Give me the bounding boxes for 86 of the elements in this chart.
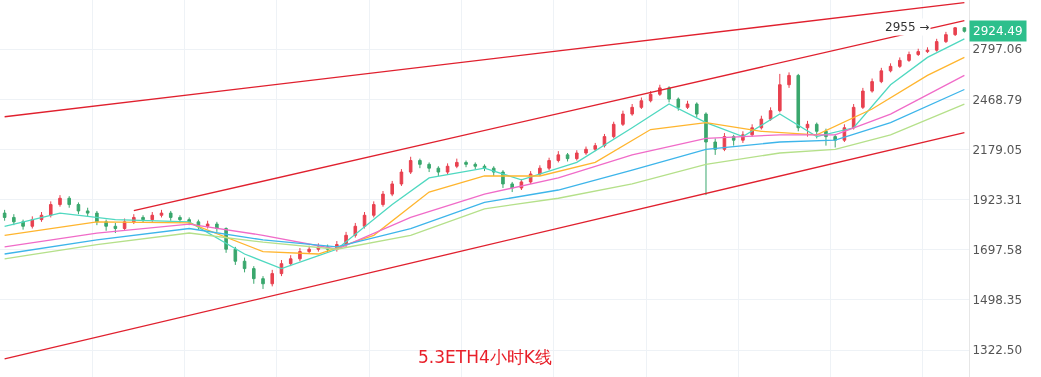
candlestick (676, 97, 681, 112)
candlestick (455, 158, 459, 169)
y-tick-label: 1322.50 (972, 343, 1023, 358)
candlestick (122, 218, 127, 232)
candlestick (427, 161, 431, 173)
y-tick-label: 1923.31 (972, 192, 1023, 207)
candlestick (168, 210, 173, 222)
candlestick (934, 38, 939, 53)
candlestick (288, 254, 293, 267)
y-tick-label: 2468.79 (972, 92, 1023, 107)
candlestick (833, 133, 837, 148)
candlestick (242, 257, 247, 273)
y-tick-label: 2797.06 (972, 42, 1023, 57)
candlestick (574, 149, 579, 162)
candlestick (436, 165, 441, 177)
candlestick (76, 201, 81, 215)
candlestick (547, 157, 551, 171)
candlestick (12, 213, 16, 226)
candlestick (584, 146, 588, 156)
candlestick (251, 265, 256, 285)
candlestick (787, 71, 791, 89)
candlestick (953, 26, 957, 37)
y-tick-label: 2179.05 (972, 142, 1023, 157)
candlestick (399, 168, 404, 187)
annotation: 5.3ETH4小时K线 (418, 347, 552, 367)
candlestick (944, 31, 948, 44)
candlestick (538, 164, 542, 177)
candlestick (113, 222, 118, 234)
candlestick (408, 156, 413, 175)
candlestick (667, 85, 671, 103)
candlestick (897, 56, 902, 69)
candlestick (861, 87, 865, 110)
candlestick (962, 26, 967, 34)
candlestick (381, 190, 385, 208)
candlestick (21, 219, 25, 231)
text: 2924.49 (973, 24, 1023, 38)
candlestick (159, 209, 164, 218)
candlestick (85, 207, 90, 217)
candlestick (630, 103, 634, 117)
y-tick-label: 1498.35 (972, 293, 1023, 308)
candlestick (58, 194, 62, 208)
candlestick (150, 211, 155, 223)
candlestick (178, 214, 182, 224)
candlestick (639, 97, 644, 110)
candlestick (205, 220, 210, 230)
candlestick (390, 180, 395, 197)
candlestick (694, 101, 699, 118)
candlestick (261, 275, 265, 290)
candlestick (418, 158, 422, 169)
candlestick (473, 161, 478, 170)
candlestick (888, 62, 893, 73)
candlestick (778, 73, 782, 113)
candlestick (907, 51, 911, 63)
candlestick (870, 78, 874, 94)
candlestick (565, 152, 570, 162)
candlestick (713, 137, 718, 156)
annotation: 2955 → (885, 20, 930, 34)
candlestick (270, 269, 275, 287)
candlestick (648, 90, 653, 103)
candlestick (704, 111, 708, 196)
candlestick (2, 209, 7, 222)
candlestick (48, 200, 53, 218)
candlestick (621, 110, 625, 127)
candlestick (916, 48, 921, 57)
candlestick (307, 245, 311, 255)
candlestick (593, 142, 598, 152)
candlestick (768, 106, 773, 122)
candlestick (510, 181, 514, 193)
candlestick (141, 214, 145, 224)
candlestick (685, 100, 690, 110)
candlestick (371, 200, 376, 218)
y-tick-label: 1697.58 (972, 243, 1023, 258)
candlestick (556, 150, 561, 163)
candlestick (824, 128, 828, 147)
candlestick (814, 122, 819, 139)
candlestick (445, 162, 450, 175)
candlestick (464, 160, 468, 168)
candlestick (30, 215, 35, 230)
candlestick (67, 195, 72, 209)
candlestick (925, 46, 930, 54)
candlestick (233, 246, 238, 266)
candlestick (796, 73, 801, 132)
candlestick (611, 121, 616, 139)
candlestick (298, 247, 302, 262)
candlestick (879, 67, 884, 84)
candlestick (805, 120, 810, 138)
